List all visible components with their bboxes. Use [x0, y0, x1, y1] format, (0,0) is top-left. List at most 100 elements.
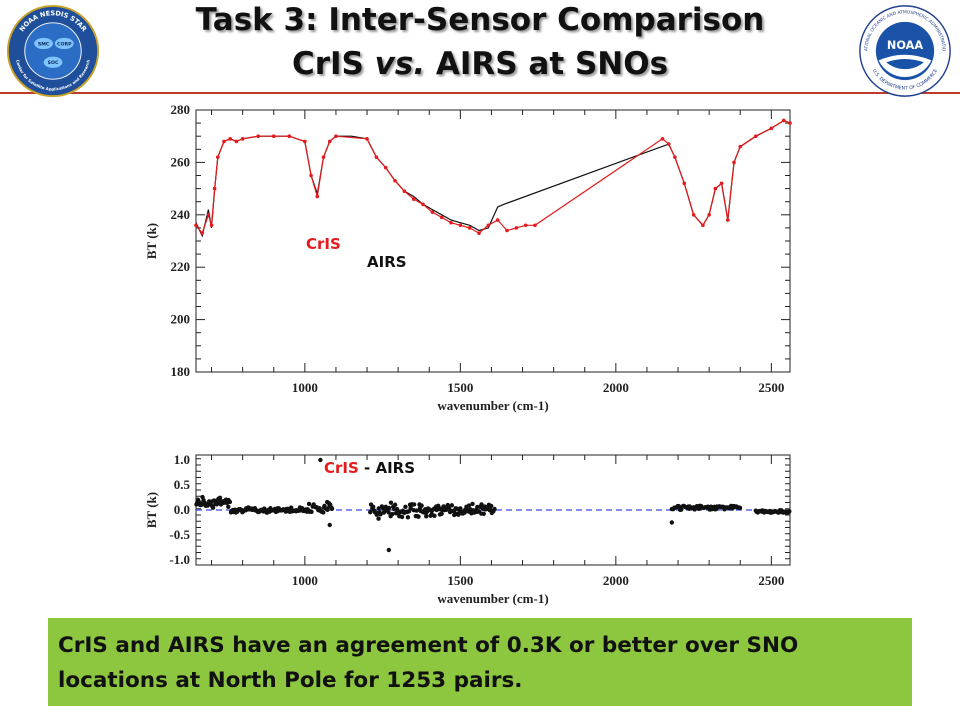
top-chart-ytick-label: 220 [171, 259, 191, 274]
cris-data-point [402, 189, 407, 194]
cris-data-point [303, 139, 307, 144]
difference-data-point [309, 509, 314, 514]
difference-data-point [288, 505, 294, 510]
difference-data-point [406, 509, 412, 514]
cris-data-point [215, 155, 220, 159]
cris-data-point [738, 144, 743, 149]
cris-data-point [691, 213, 696, 217]
cris-data-point [533, 223, 537, 228]
slide-title-line1: Task 3: Inter-Sensor Comparison [195, 2, 765, 38]
cris-data-point [514, 226, 519, 230]
difference-data-point [368, 509, 373, 515]
difference-outlier-point [386, 547, 392, 553]
top-chart-xtick-label: 2500 [758, 380, 784, 395]
cris-data-point [439, 215, 444, 220]
star-logo-smc: SMC [38, 41, 50, 47]
cris-data-point [682, 181, 687, 186]
cris-data-point [707, 213, 711, 217]
cris-data-point [713, 186, 718, 191]
difference-data-point [416, 514, 421, 519]
difference-data-point [470, 501, 475, 507]
cris-data-point [769, 126, 774, 131]
difference-data-point [414, 508, 419, 513]
bottom-chart-xlabel: wavenumber (cm-1) [437, 591, 548, 606]
star-logo-soc: SOC [48, 60, 59, 66]
difference-label-airs: - AIRS [358, 459, 416, 477]
bottom-chart-xtick-label: 2000 [603, 573, 629, 588]
star-logo-corp: CORP [57, 41, 72, 47]
cris-data-point [477, 231, 481, 235]
cris-data-point [719, 181, 724, 186]
difference-data-point [399, 514, 405, 520]
cris-data-point [222, 139, 226, 144]
cris-data-point [200, 231, 205, 235]
cris-data-point [334, 134, 338, 138]
difference-outlier-point [669, 520, 675, 525]
difference-data-point [306, 501, 312, 507]
difference-outlier-point [318, 457, 323, 463]
top-chart-xtick-label: 1500 [447, 380, 473, 395]
difference-data-point [376, 516, 381, 521]
top-chart-ytick-label: 280 [171, 102, 191, 117]
top-chart-xtick-label: 2000 [603, 380, 629, 395]
bottom-chart-xtick-label: 1000 [292, 573, 318, 588]
cris-data-point [701, 223, 705, 228]
cris-data-point [505, 228, 509, 233]
noaa-logo-text: NOAA [887, 39, 923, 52]
cris-data-point [287, 134, 292, 138]
top-chart-ytick-label: 240 [171, 207, 191, 222]
top-chart-ytick-label: 180 [171, 364, 191, 379]
star-logo: NOAA NESDIS STAR Center for Satellite Ap… [6, 4, 100, 98]
top-chart-ytick-label: 260 [171, 154, 191, 169]
difference-data-point [411, 502, 417, 507]
difference-data-point [436, 503, 441, 508]
difference-data-point [479, 502, 484, 507]
difference-data-point [226, 504, 231, 509]
cris-data-point [673, 155, 677, 159]
bottom-chart-ytick-label: -1.0 [169, 552, 190, 567]
cris-data-point [781, 118, 786, 123]
cris-data-point [430, 210, 435, 214]
cris-data-point [732, 160, 736, 165]
difference-data-point [481, 511, 486, 517]
cris-data-point [411, 197, 416, 201]
cris-data-point [523, 223, 528, 228]
difference-data-point [439, 511, 444, 517]
difference-data-point [489, 503, 494, 509]
bottom-chart-xtick-label: 2500 [758, 573, 784, 588]
cris-data-point [421, 202, 425, 207]
cris-data-point [271, 134, 276, 138]
cris-data-point [374, 155, 379, 159]
difference-label: CrIS - AIRS [324, 459, 415, 477]
difference-data-point [215, 501, 220, 506]
cris-data-point [666, 142, 671, 146]
cris-data-point [383, 165, 388, 170]
difference-outlier-point [327, 522, 332, 528]
difference-data-point [466, 503, 472, 508]
bottom-chart-ytick-label: 1.0 [174, 452, 190, 467]
top-chart-ylabel: BT (k) [144, 223, 159, 259]
cris-data-point [240, 137, 245, 141]
cris-data-point [458, 223, 463, 228]
difference-data-point [386, 505, 392, 511]
difference-data-point [787, 509, 792, 514]
top-chart-ytick-label: 200 [171, 312, 191, 327]
difference-data-point [419, 503, 424, 508]
difference-data-point [325, 507, 330, 513]
cris-data-point [228, 137, 233, 141]
cris-data-point [209, 223, 214, 228]
cris-data-point [234, 139, 239, 144]
cris-data-point [212, 186, 217, 191]
title-cris: CrIS [291, 46, 375, 82]
difference-data-point [432, 513, 437, 519]
bottom-chart-ytick-label: -0.5 [169, 527, 190, 542]
cris-data-point [449, 220, 453, 225]
difference-data-point [217, 495, 223, 500]
cris-data-point [365, 137, 369, 141]
cris-data-point [660, 137, 665, 141]
difference-data-point [388, 500, 394, 505]
difference-data-point [405, 515, 411, 520]
difference-data-point [392, 502, 398, 507]
difference-data-point [390, 511, 395, 517]
